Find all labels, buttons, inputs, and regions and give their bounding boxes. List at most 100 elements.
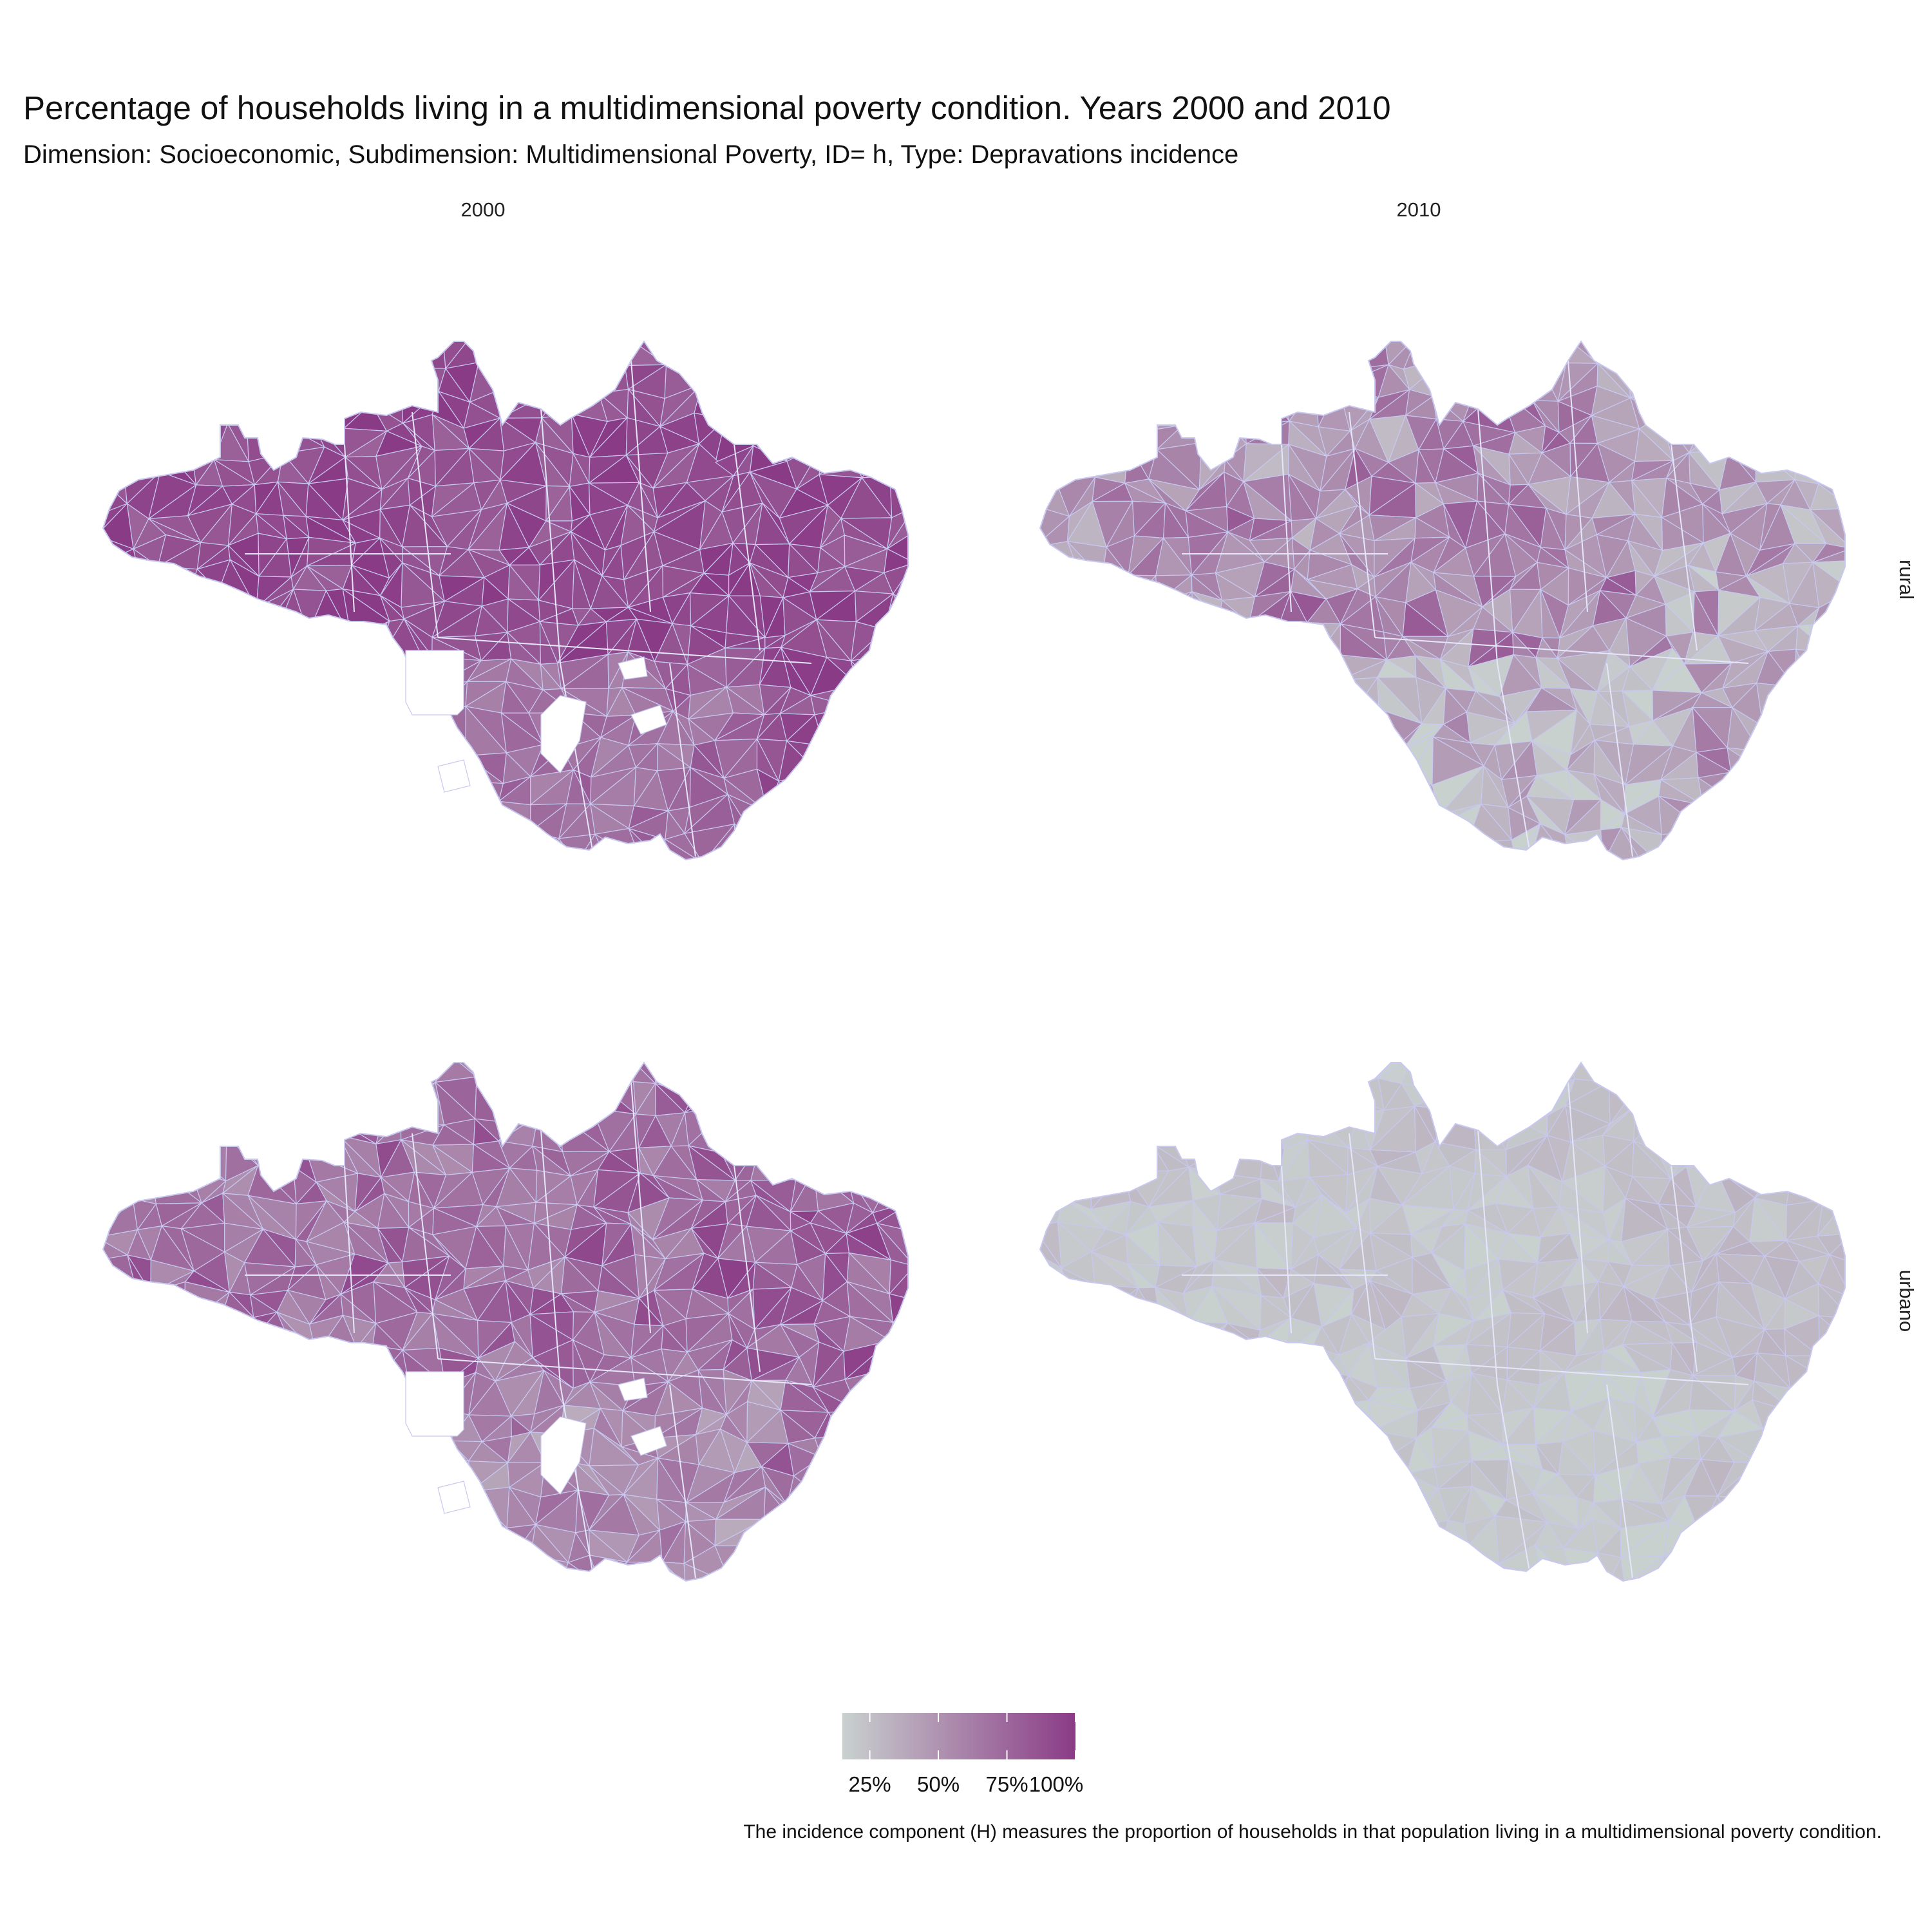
municipality-region — [1229, 622, 1258, 664]
municipality-region — [349, 1551, 390, 1581]
municipality-region — [1759, 721, 1786, 753]
municipality-region — [1211, 1343, 1258, 1380]
municipality-region — [156, 1104, 202, 1155]
municipality-region — [1717, 428, 1768, 447]
municipality-region — [750, 395, 800, 426]
state-boundary — [560, 663, 593, 851]
municipality-region — [1040, 1497, 1065, 1520]
municipality-region — [1121, 795, 1168, 833]
municipality-region — [103, 1522, 133, 1561]
municipality-region — [1054, 393, 1107, 422]
municipality-region — [1755, 1545, 1786, 1581]
municipality-region — [1151, 1473, 1195, 1489]
municipality-region — [666, 341, 693, 355]
municipality-region — [793, 356, 832, 390]
municipality-region — [185, 651, 229, 684]
municipality-region — [103, 594, 125, 633]
municipality-region — [1123, 1310, 1150, 1352]
municipality-region — [1811, 341, 1845, 365]
municipality-region — [1198, 764, 1217, 814]
municipality-region — [1063, 794, 1101, 826]
municipality-region — [883, 1086, 908, 1126]
municipality-region — [1318, 654, 1341, 681]
municipality-region — [1120, 636, 1166, 668]
municipality-region — [1786, 1170, 1824, 1206]
municipality-region — [1054, 1284, 1095, 1317]
municipality-region — [1305, 805, 1360, 835]
municipality-region — [1197, 835, 1231, 860]
municipality-region — [851, 692, 884, 722]
municipality-region — [1253, 1486, 1276, 1519]
municipality-region — [1098, 795, 1135, 832]
municipality-region — [149, 1063, 201, 1081]
municipality-region — [103, 384, 129, 425]
municipality-region — [1118, 1142, 1153, 1173]
municipality-region — [700, 1063, 734, 1093]
municipality-region — [1476, 1063, 1513, 1095]
municipality-region — [151, 1470, 194, 1504]
municipality-region — [1150, 1504, 1191, 1531]
municipality-region — [753, 836, 791, 860]
municipality-region — [730, 1544, 761, 1581]
municipality-region — [1040, 418, 1064, 446]
municipality-region — [149, 1152, 196, 1169]
municipality-region — [1814, 735, 1845, 783]
municipality-region — [1222, 829, 1251, 860]
municipality-region — [226, 1117, 247, 1148]
municipality-region — [1810, 392, 1845, 423]
municipality-region — [309, 1431, 344, 1476]
municipality-region — [1683, 364, 1734, 389]
municipality-region — [358, 723, 391, 753]
municipality-region — [1086, 1144, 1126, 1173]
municipality-region — [103, 1164, 138, 1198]
municipality-region — [1085, 596, 1135, 622]
municipality-region — [541, 372, 567, 397]
municipality-region — [219, 1063, 263, 1095]
municipality-region — [823, 799, 853, 842]
municipality-region — [122, 836, 167, 860]
municipality-region — [1189, 341, 1217, 357]
legend-label-25: 25% — [848, 1772, 891, 1796]
state-boundary — [669, 663, 696, 857]
municipality-region — [753, 829, 791, 860]
municipality-region — [1148, 824, 1195, 860]
municipality-region — [1054, 418, 1105, 445]
municipality-region — [1086, 1063, 1123, 1097]
municipality-region — [1725, 1545, 1756, 1581]
municipality-region — [245, 393, 285, 425]
state-boundary — [412, 412, 439, 638]
municipality-region — [197, 393, 229, 428]
municipality-region — [252, 696, 295, 725]
municipality-region — [859, 362, 893, 402]
municipality-region — [889, 1471, 908, 1507]
municipality-region — [1251, 1063, 1296, 1090]
municipality-region — [849, 706, 891, 755]
municipality-region — [654, 1063, 703, 1084]
state-boundary — [540, 1130, 561, 1385]
municipality-region — [103, 1171, 137, 1200]
municipality-region — [689, 354, 732, 400]
municipality-region — [305, 1119, 341, 1154]
municipality-region — [116, 341, 172, 374]
municipality-region — [1657, 365, 1705, 392]
municipality-region — [405, 1501, 436, 1530]
municipality-region — [129, 1347, 150, 1383]
municipality-region — [103, 1555, 122, 1581]
municipality-region — [750, 1142, 797, 1181]
municipality-region — [1325, 1493, 1358, 1518]
municipality-region — [103, 1404, 133, 1441]
municipality-region — [731, 391, 762, 427]
municipality-region — [118, 1291, 160, 1317]
municipality-region — [191, 1441, 222, 1473]
municipality-region — [1754, 1063, 1794, 1095]
municipality-region — [1416, 341, 1451, 357]
municipality-region — [1275, 362, 1323, 385]
municipality-region — [1632, 1140, 1672, 1180]
municipality-region — [1826, 1162, 1845, 1195]
municipality-region — [1703, 341, 1731, 374]
municipality-region — [1274, 717, 1309, 744]
municipality-region — [1730, 771, 1766, 806]
municipality-region — [1277, 1553, 1312, 1581]
municipality-region — [531, 1063, 580, 1093]
municipality-region — [1811, 421, 1845, 450]
